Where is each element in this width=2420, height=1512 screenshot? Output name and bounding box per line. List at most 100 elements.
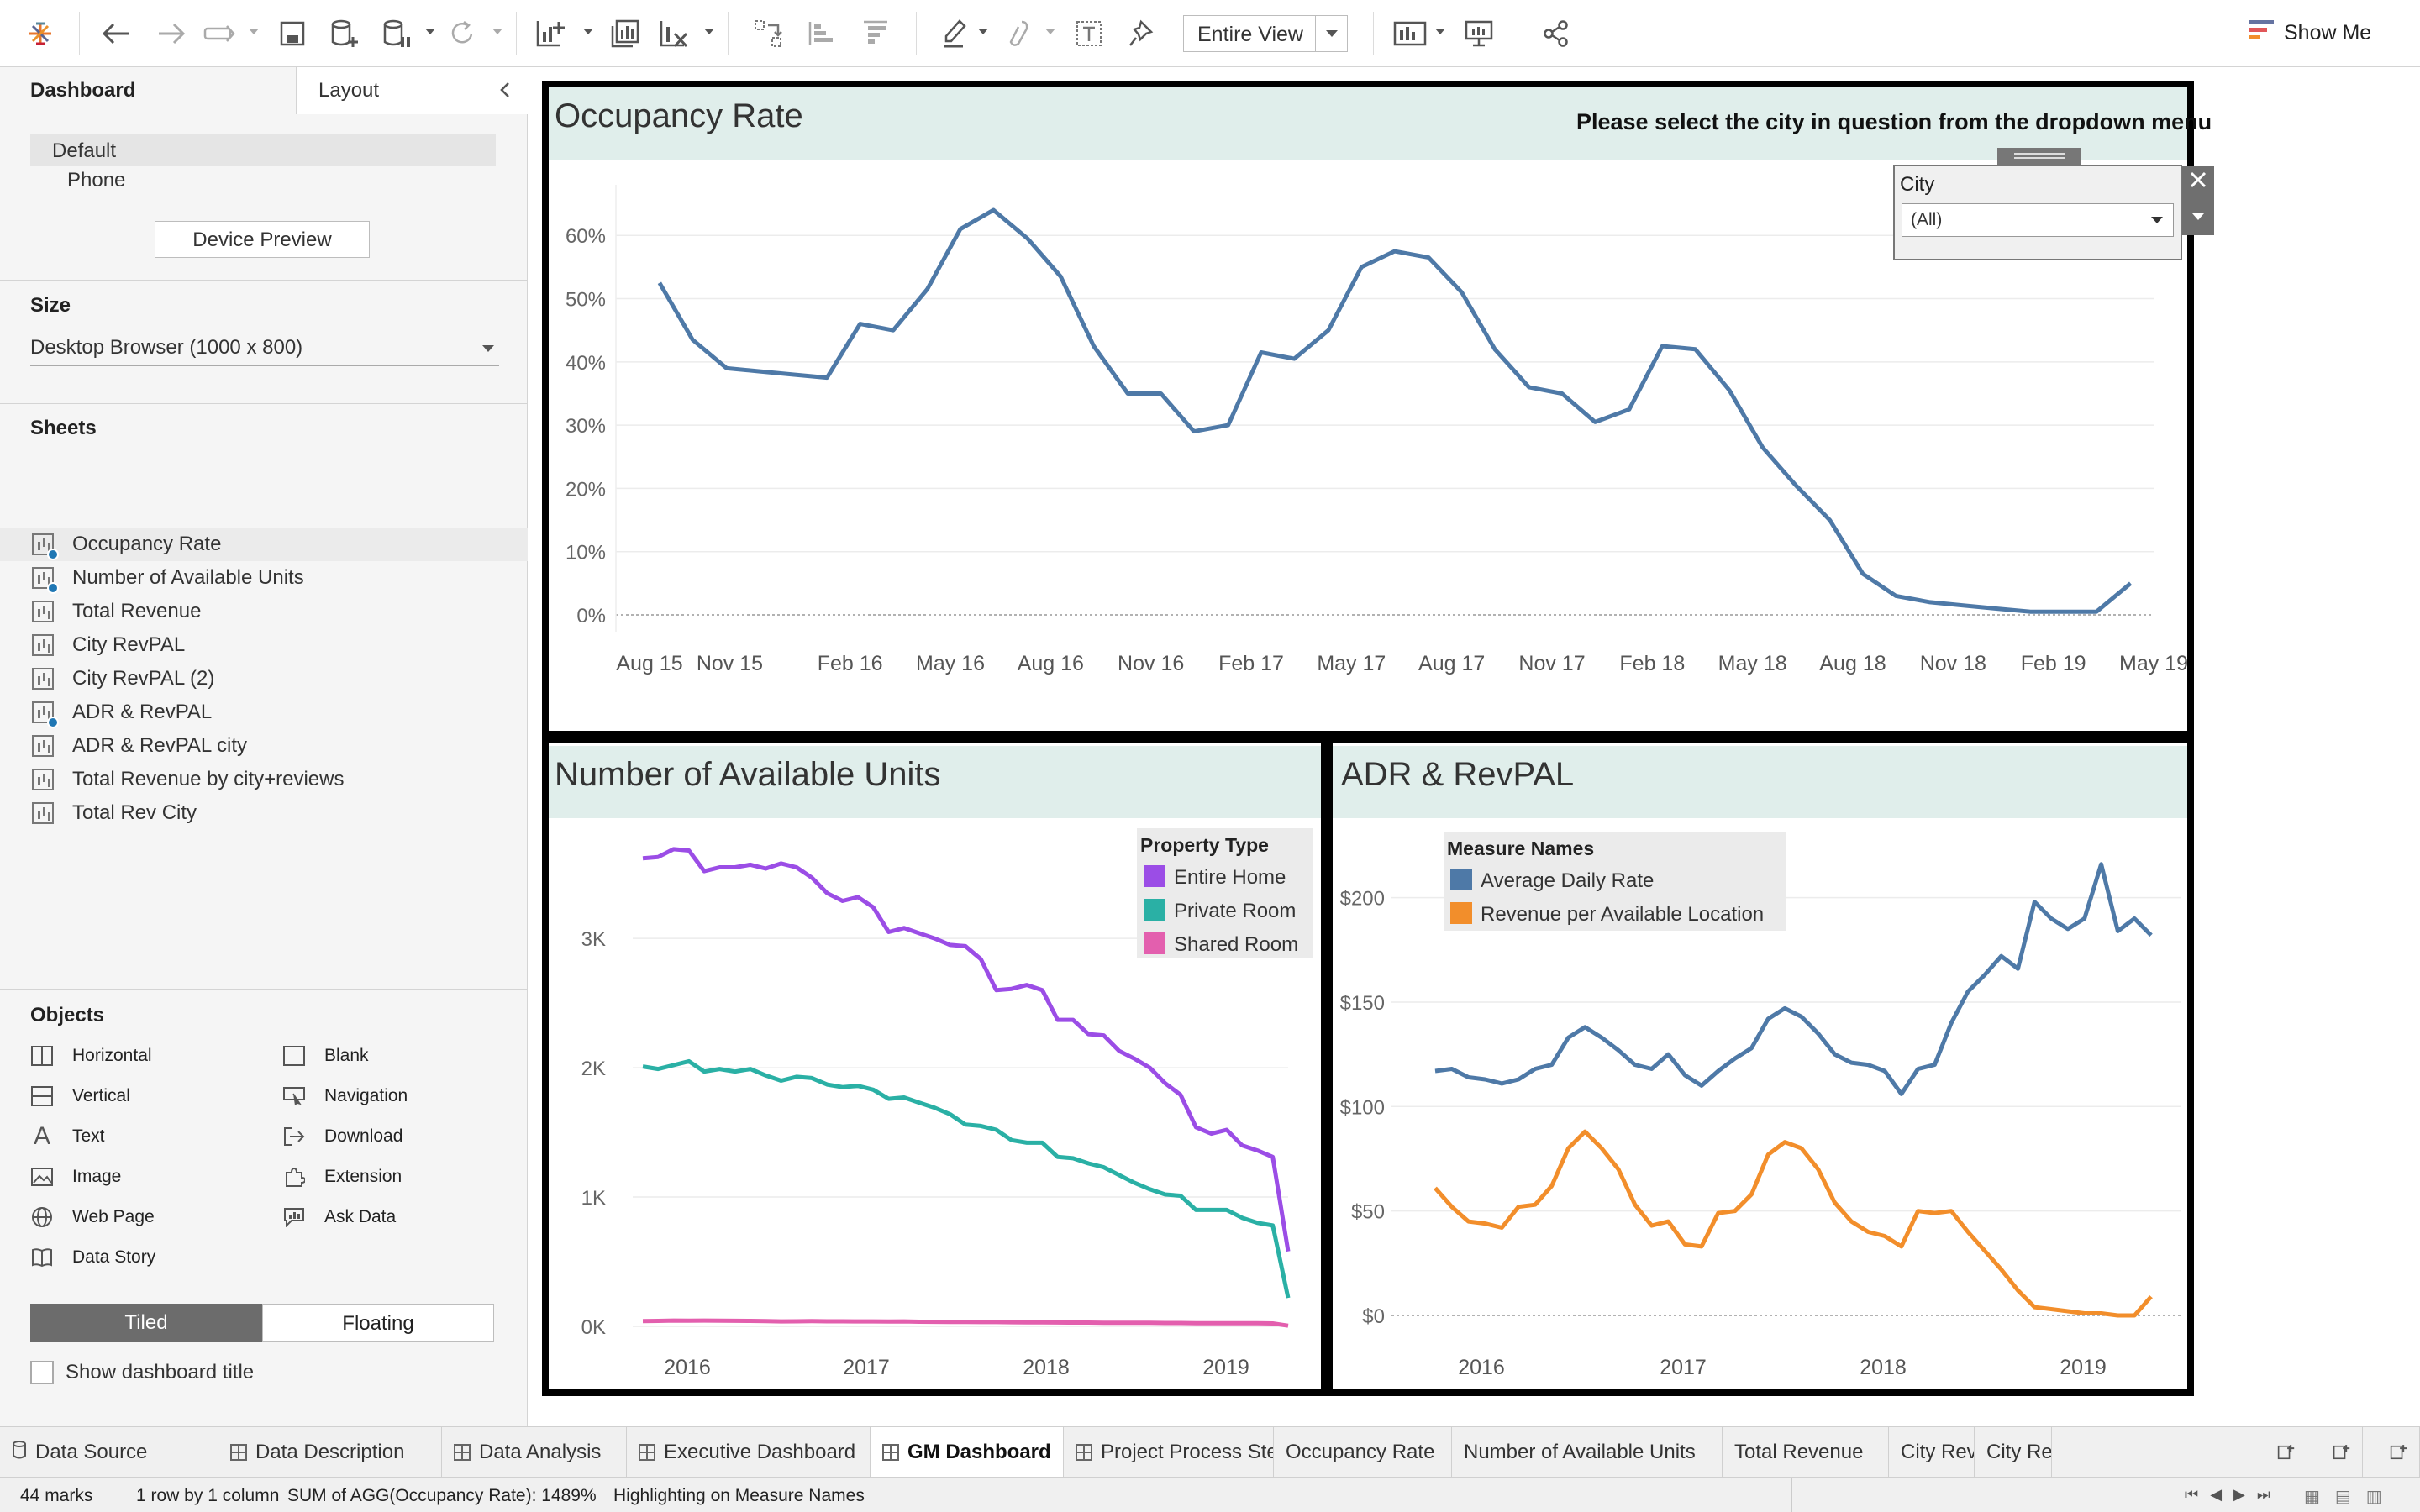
filter-drag-handle[interactable] (1997, 148, 2081, 165)
legend-label: Entire Home (1174, 866, 1286, 889)
tab-dashboard[interactable]: Dashboard (0, 67, 296, 114)
units-line-entire-home[interactable] (642, 847, 1291, 1252)
legend-label: Average Daily Rate (1481, 869, 1654, 892)
sheet-list-item[interactable]: Number of Available Units (0, 561, 528, 595)
sheet-list-item[interactable]: ADR & RevPAL city (0, 729, 528, 763)
group-members-icon[interactable] (1000, 15, 1037, 52)
object-download[interactable]: Download (282, 1126, 402, 1147)
redo-dropdown-caret[interactable] (249, 29, 259, 34)
sheet-list-item[interactable]: ADR & RevPAL (0, 696, 528, 729)
floating-button[interactable]: Floating (262, 1304, 494, 1342)
units-line-shared-room[interactable] (642, 1318, 1289, 1328)
sheet-list-item[interactable]: Total Revenue by city+reviews (0, 763, 528, 796)
close-icon[interactable] (2182, 166, 2214, 200)
show-title-checkbox[interactable] (30, 1361, 54, 1384)
redo-icon[interactable] (202, 15, 239, 52)
filter-menu-icon[interactable] (2182, 200, 2214, 234)
new-worksheet-icon[interactable] (533, 15, 570, 52)
sheet-tab[interactable]: Data Analysis (442, 1427, 627, 1478)
available-units-chart[interactable]: 0K 1K 2K 3K 2016 2017 2018 2019 Property Type Ent… (549, 818, 1321, 1389)
show-cards-caret[interactable] (1435, 29, 1445, 34)
data-source-tab[interactable]: Data Source (0, 1427, 218, 1478)
new-worksheet-tab-icon[interactable] (2265, 1427, 2307, 1478)
new-story-tab-icon[interactable] (2378, 1427, 2420, 1478)
sheet-list-item[interactable]: Total Revenue (0, 595, 528, 628)
fit-view-select[interactable]: Entire View (1183, 15, 1348, 52)
tableau-logo-icon[interactable] (22, 15, 59, 52)
tiled-button[interactable]: Tiled (30, 1304, 262, 1342)
sheet-tab[interactable]: City RevPAL (1975, 1427, 2052, 1478)
new-data-source-icon[interactable] (326, 15, 363, 52)
object-label: Download (324, 1126, 403, 1146)
new-worksheet-caret[interactable] (583, 29, 593, 34)
object-navigation[interactable]: Navigation (282, 1085, 408, 1107)
tab-scroll-icons[interactable]: ⏮◀▶⏭ (2185, 1486, 2283, 1503)
new-dashboard-tab-icon[interactable] (2321, 1427, 2363, 1478)
sheet-list-item[interactable]: Total Rev City (0, 796, 528, 830)
occupancy-rate-line[interactable] (657, 207, 2133, 614)
show-dashboard-title-option[interactable]: Show dashboard title (30, 1361, 254, 1384)
sheet-tab[interactable]: Number of Available Units (1452, 1427, 1723, 1478)
adr-line-revenue-per-available-location[interactable] (1434, 1129, 2153, 1318)
device-preview-button[interactable]: Device Preview (155, 221, 370, 258)
sheet-tab[interactable]: Occupancy Rate (1274, 1427, 1452, 1478)
back-icon[interactable] (97, 15, 134, 52)
sheet-tab[interactable]: Total Revenue (1723, 1427, 1889, 1478)
view-mode-icons[interactable]: ▦▤▥ (2304, 1488, 2397, 1506)
clear-sheet-icon[interactable] (655, 15, 692, 52)
pin-axis-icon[interactable] (1123, 15, 1160, 52)
device-phone[interactable]: Phone (67, 169, 126, 192)
sheet-tab[interactable]: Project Process Step by Step (1064, 1427, 1274, 1478)
show-me-button[interactable]: Show Me (2249, 20, 2371, 45)
object-image[interactable]: Image (30, 1166, 121, 1188)
presentation-mode-icon[interactable] (1460, 15, 1497, 52)
share-icon[interactable] (1538, 15, 1575, 52)
sort-descending-icon[interactable] (857, 15, 894, 52)
city-filter-dropdown[interactable]: (All) (1902, 203, 2174, 237)
duplicate-sheet-icon[interactable] (607, 15, 644, 52)
sheet-list-item[interactable]: City RevPAL (2) (0, 662, 528, 696)
refresh-icon[interactable] (444, 15, 481, 52)
group-caret[interactable] (1045, 29, 1055, 34)
device-default[interactable]: Default (30, 134, 496, 166)
object-horizontal[interactable]: Horizontal (30, 1045, 152, 1067)
save-icon[interactable] (274, 15, 311, 52)
object-extension[interactable]: Extension (282, 1166, 402, 1188)
sheet-list-item[interactable]: City RevPAL (0, 628, 528, 662)
collapse-panel-icon[interactable] (499, 81, 511, 105)
y-tick-label: $150 (1340, 992, 1385, 1015)
refresh-dropdown-caret[interactable] (492, 29, 502, 34)
sheet-list-item[interactable]: Occupancy Rate (0, 528, 528, 561)
object-web-page[interactable]: Web Page (30, 1206, 155, 1228)
object-ask-data[interactable]: Ask Data (282, 1206, 396, 1228)
clear-sheet-caret[interactable] (704, 29, 714, 34)
city-filter[interactable]: City (All) (1893, 165, 2182, 260)
forward-icon[interactable] (153, 15, 190, 52)
show-mark-labels-icon[interactable] (1071, 15, 1107, 52)
tab-layout[interactable]: Layout (296, 67, 528, 114)
units-line-private-room[interactable] (642, 1058, 1291, 1299)
object-data-story[interactable]: Data Story (30, 1247, 155, 1268)
object-blank[interactable]: Blank (282, 1045, 369, 1067)
highlight-pen-icon[interactable] (936, 15, 973, 52)
sheet-tab[interactable]: Executive Dashboard (627, 1427, 871, 1478)
sort-ascending-icon[interactable] (803, 15, 840, 52)
city-filter-label: City (1900, 173, 1935, 196)
swap-rows-columns-icon[interactable] (750, 15, 786, 52)
pause-dropdown-caret[interactable] (425, 29, 435, 34)
object-text[interactable]: A Text (30, 1122, 105, 1150)
sheet-tab[interactable]: City RevPAL (1889, 1427, 1975, 1478)
occupancy-rate-chart[interactable]: 0% 10% 20% 30% 40% 50% 60% Aug 15 Nov 15 Feb 16 Ma… (549, 160, 2187, 731)
chevron-down-icon[interactable] (1315, 16, 1347, 51)
highlight-caret[interactable] (978, 29, 988, 34)
size-select[interactable]: Desktop Browser (1000 x 800) (30, 333, 499, 366)
book-icon (30, 1247, 54, 1268)
sheet-tab[interactable]: GM Dashboard (871, 1427, 1064, 1478)
pause-updates-icon[interactable] (378, 15, 415, 52)
sheet-tab[interactable]: Data Description (218, 1427, 442, 1478)
object-vertical[interactable]: Vertical (30, 1085, 130, 1107)
adr-revpal-chart[interactable]: $0 $50 $100 $150 $200 2016 2017 2018 2019 Measure… (1333, 818, 2187, 1389)
show-cards-icon[interactable] (1392, 15, 1428, 52)
dashboard-tab-icon (1076, 1444, 1092, 1461)
adr-line-average-daily-rate[interactable] (1434, 862, 2153, 1096)
